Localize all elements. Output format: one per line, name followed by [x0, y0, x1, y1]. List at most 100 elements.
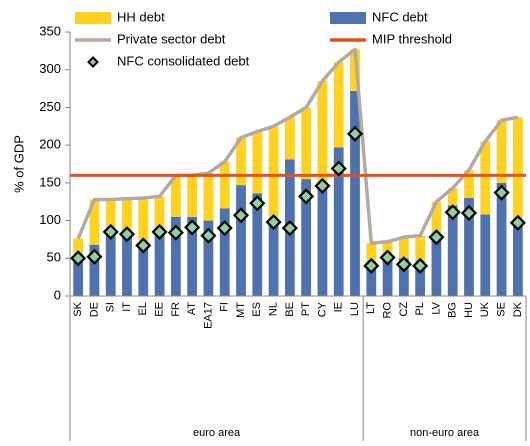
marker	[509, 214, 526, 231]
marker	[444, 204, 461, 221]
x-tick-label: DK	[512, 301, 524, 317]
bar-segment	[252, 193, 263, 296]
x-tick-label: IE	[333, 302, 345, 312]
x-tick-label: SE	[495, 302, 507, 317]
legend-swatch	[330, 12, 366, 24]
marker	[379, 249, 396, 266]
x-tick-label: LT	[365, 302, 377, 314]
bar-segment	[415, 262, 426, 296]
bar-segment	[464, 170, 474, 198]
bar-segment	[398, 258, 409, 296]
bar-segment	[187, 175, 198, 217]
x-tick-label: EA17	[202, 302, 214, 329]
bar-segment	[382, 258, 393, 296]
bar-segment	[301, 107, 312, 180]
bar-segment	[252, 131, 263, 194]
bar-segment	[73, 262, 84, 296]
bar-segment	[350, 90, 360, 296]
legend-swatch	[75, 12, 111, 24]
legend-label: Private sector debt	[117, 31, 226, 46]
bar-segment	[317, 182, 328, 296]
legend-label: NFC debt	[372, 9, 428, 24]
bar-segment	[138, 246, 149, 296]
x-tick-label: BE	[284, 302, 296, 317]
bar-segment	[89, 244, 100, 296]
x-tick-label: ES	[251, 302, 263, 317]
x-tick-label: CZ	[398, 302, 410, 317]
bar-segment	[105, 229, 116, 296]
y-axis-label: % of GDP	[11, 135, 26, 193]
y-tick-label: 100	[39, 212, 61, 227]
bar-segment	[105, 199, 116, 230]
legend-label: MIP threshold	[372, 31, 452, 46]
marker	[460, 204, 478, 222]
y-tick-label: 250	[39, 99, 61, 114]
legend-swatch	[87, 56, 99, 68]
x-tick-label: BG	[447, 302, 459, 318]
marker	[428, 229, 445, 246]
bar-segment	[496, 182, 507, 296]
marker	[135, 237, 152, 254]
y-tick-label: 350	[39, 23, 61, 38]
x-tick-label: LV	[430, 301, 442, 314]
marker	[395, 256, 412, 273]
bar-segment	[431, 235, 442, 296]
bar-segment	[219, 161, 230, 209]
marker	[167, 224, 184, 241]
bar-segment	[203, 220, 214, 296]
y-tick-label: 0	[54, 287, 61, 302]
marker	[265, 214, 282, 231]
y-tick-label: 50	[47, 250, 61, 265]
bar-segment	[89, 199, 100, 245]
y-tick-label: 300	[39, 61, 61, 76]
bar-segment	[480, 214, 491, 296]
bar-segment	[122, 198, 132, 235]
bar-segment	[366, 262, 377, 296]
bar-segment	[447, 188, 458, 206]
marker	[151, 223, 168, 240]
x-tick-label: MT	[235, 302, 247, 318]
bar-segment	[333, 62, 344, 148]
x-tick-label: SK	[72, 301, 84, 316]
x-tick-label: LU	[349, 302, 361, 316]
marker	[200, 227, 217, 244]
bar-segment	[480, 141, 491, 215]
bar-segment	[333, 147, 344, 296]
x-tick-label: PT	[300, 302, 312, 316]
marker	[70, 250, 87, 267]
marker	[412, 257, 429, 274]
group-label: non-euro area	[410, 427, 480, 439]
y-tick-label: 200	[39, 137, 61, 152]
bar-segment	[268, 222, 279, 296]
bar-segment	[496, 120, 507, 183]
marker	[232, 207, 250, 224]
bar-segment	[317, 81, 328, 183]
bar-segment	[122, 234, 132, 296]
x-tick-label: UK	[479, 301, 491, 317]
marker	[363, 257, 380, 274]
bar-segment	[170, 175, 181, 217]
y-tick-label: 150	[39, 174, 61, 189]
bar-segment	[154, 231, 165, 296]
marker	[330, 160, 347, 177]
marker	[184, 219, 201, 236]
bar-segment	[447, 205, 458, 296]
x-tick-label: AT	[186, 302, 198, 316]
x-tick-label: NL	[267, 302, 279, 316]
marker	[216, 220, 233, 237]
marker	[314, 177, 331, 194]
bar-segment	[236, 137, 246, 186]
bar-segment	[464, 197, 474, 296]
bar-segment	[170, 216, 181, 296]
bar-segment	[366, 243, 377, 263]
x-tick-label: PL	[414, 302, 426, 315]
bar-segment	[415, 235, 426, 263]
marker	[493, 184, 510, 201]
bar-segment	[203, 173, 214, 221]
bar-segment	[398, 237, 409, 259]
bar-segment	[154, 196, 165, 232]
x-tick-label: EL	[137, 302, 149, 315]
bar-segment	[236, 185, 246, 296]
marker	[281, 220, 298, 237]
